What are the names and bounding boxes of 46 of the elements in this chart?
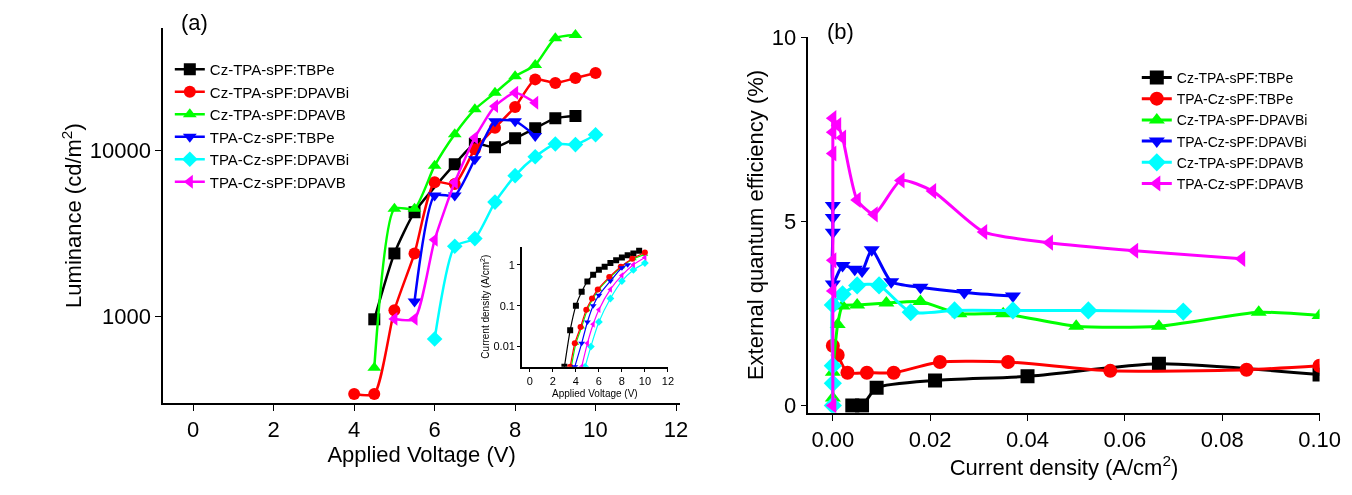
y-tick-label: 0 [784, 393, 797, 419]
x-tick-label: 12 [661, 374, 675, 387]
legend-label: Cz-TPA-sPF:DPAVB [209, 106, 346, 124]
y-axis-title: External quantum efficiency (%) [743, 69, 769, 381]
legend-label: TPA-Cz-sPF:DPAVB [209, 173, 346, 191]
x-tick-label: 2 [267, 417, 280, 443]
legend-label: TPA-Cz-sPF:DPAVB [1176, 175, 1304, 192]
x-tick-label: 0.10 [1298, 426, 1341, 452]
y-tick-label: 10000 [89, 138, 151, 164]
x-axis-title: Applied Voltage (V) [327, 442, 516, 468]
legend-label: Cz-TPA-sPF:TBPe [209, 61, 335, 79]
legend-label: TPA-Cz-sPF:DPAVBi [209, 151, 349, 169]
x-tick-label: 10 [583, 417, 608, 443]
x-tick-label: 8 [618, 374, 625, 387]
x-tick-label: 0.08 [1200, 426, 1244, 452]
annotation: (b) [827, 19, 854, 44]
legend-label: Cz-TPA-sPF:DPAVB [1176, 154, 1304, 171]
x-tick-label: 8 [508, 417, 522, 443]
x-tick-label: 6 [428, 417, 441, 443]
x-tick-label: 6 [595, 374, 602, 387]
x-tick-label: 4 [572, 374, 579, 387]
legend-label: Cz-TPA-sPF:TBPe [1176, 69, 1294, 86]
y-tick-label: 10 [771, 24, 797, 50]
x-tick-label: 0 [526, 374, 533, 387]
x-axis-title: Current density (A/cm$^{2}$) [949, 451, 1179, 481]
annotation: (a) [181, 10, 208, 35]
y-tick-label: 5 [784, 208, 797, 234]
legend-label: TPA-Cz-sPF:TBPe [1176, 91, 1294, 108]
x-tick-label: 4 [348, 417, 361, 443]
x-tick-label: 0 [187, 417, 200, 443]
legend-label: Cz-TPA-sPF-DPAVBi [1176, 112, 1308, 129]
legend-label: Cz-TPA-sPF:DPAVBi [209, 83, 349, 101]
legend-label: TPA-Cz-sPF:TBPe [209, 128, 335, 146]
x-tick-label: 12 [663, 417, 689, 443]
x-tick-label: 0.00 [811, 426, 855, 452]
x-tick-label: 0.02 [908, 426, 952, 452]
y-tick-label: 1 [508, 258, 515, 271]
x-axis-title: Applied Voltage (V) [552, 387, 638, 399]
x-tick-label: 2 [549, 374, 556, 387]
y-tick-label: 1000 [101, 304, 151, 330]
legend-label: TPA-Cz-sPF:DPAVBi [1176, 133, 1307, 150]
x-tick-label: 10 [638, 374, 652, 387]
x-tick-label: 0.04 [1006, 426, 1049, 452]
x-tick-label: 0.06 [1103, 426, 1147, 452]
y-tick-label: 0.01 [493, 340, 515, 353]
y-tick-label: 0.1 [499, 299, 515, 312]
